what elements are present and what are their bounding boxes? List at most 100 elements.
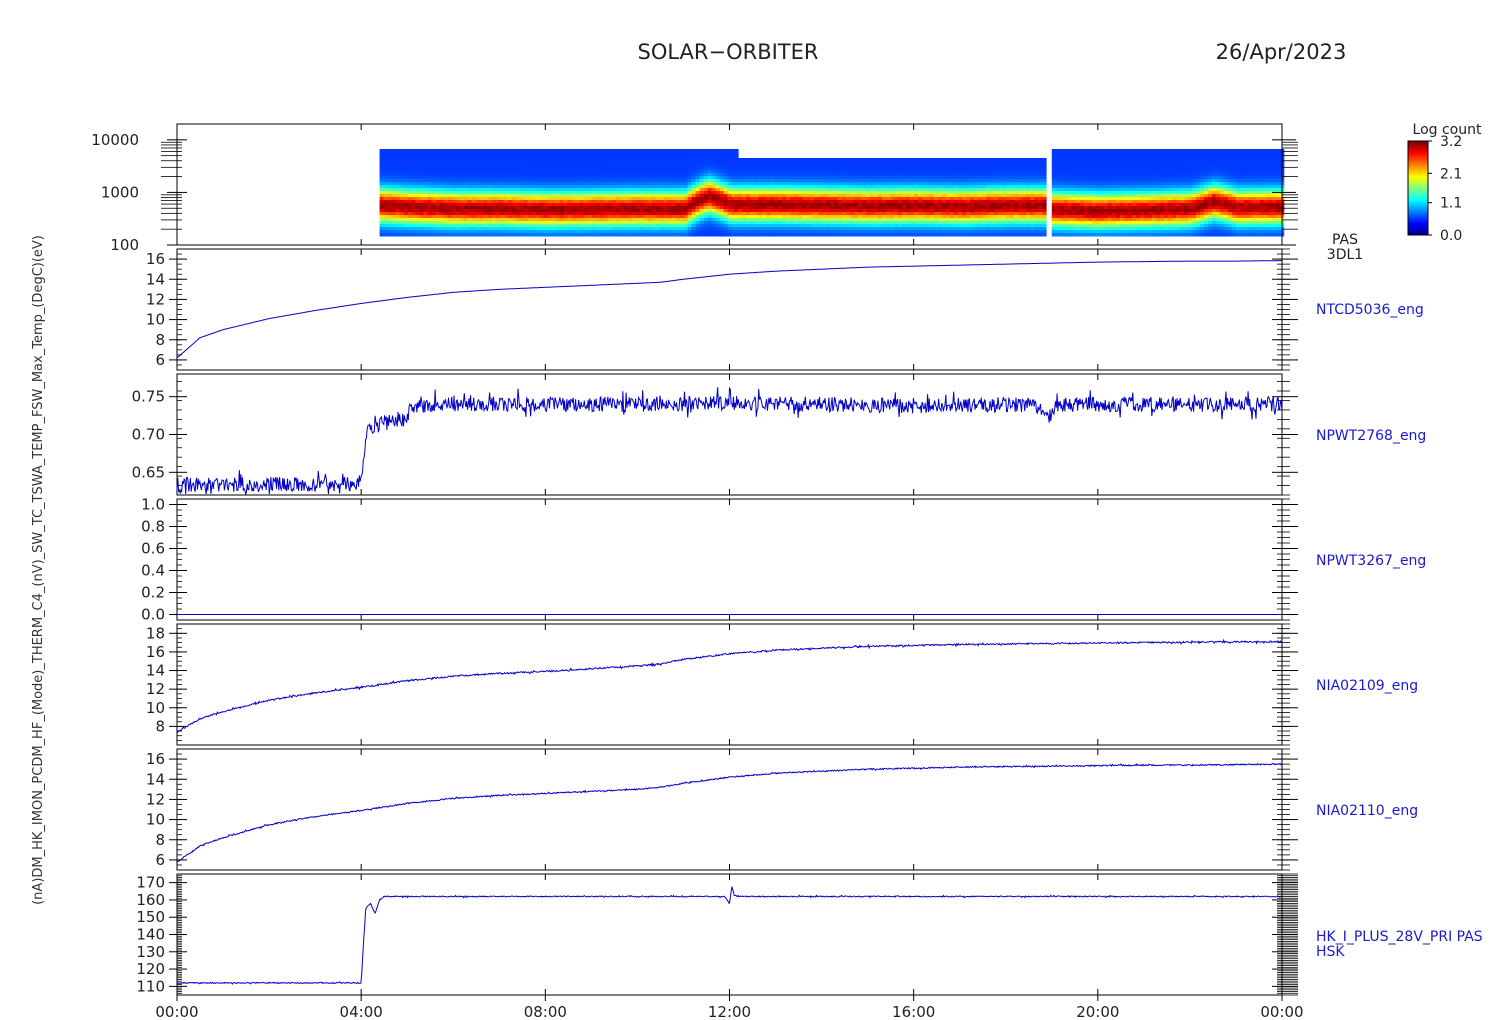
spectrogram-cell (770, 206, 775, 210)
spectrogram-cell (906, 215, 911, 219)
spectrogram-cell (587, 158, 593, 162)
spectrogram-cell (870, 188, 875, 192)
spectrogram-cell (802, 185, 807, 189)
spectrogram-cell (790, 194, 795, 198)
spectrogram-cell (563, 158, 569, 162)
spectrogram-cell (611, 155, 617, 159)
spectrogram-cell (711, 212, 717, 216)
spectrogram-cell (870, 182, 875, 186)
spectrogram-cell (507, 218, 513, 222)
spectrogram-cell (1014, 197, 1019, 201)
spectrogram-cell (970, 212, 975, 216)
spectrogram-cell (1095, 149, 1101, 153)
spectrogram-cell (619, 200, 625, 204)
spectrogram-cell (707, 212, 713, 216)
spectrogram-cell (723, 206, 729, 210)
spectrogram-cell (487, 200, 493, 204)
spectrogram-cell (683, 182, 689, 186)
spectrogram-cell (906, 191, 911, 195)
spectrogram-cell (467, 209, 473, 213)
spectrogram-cell (750, 200, 755, 204)
spectrogram-cell (1079, 230, 1085, 234)
spectrogram-cell (926, 233, 931, 237)
spectrogram-cell (583, 194, 589, 198)
spectrogram-cell (435, 161, 441, 165)
spectrogram-cell (1055, 227, 1061, 231)
spectrogram-cell (407, 188, 413, 192)
spectrogram-cell (507, 206, 513, 210)
spectrogram-cell (930, 215, 935, 219)
spectrogram-cell (419, 155, 425, 159)
spectrogram-cell (603, 215, 609, 219)
spectrogram-cell (990, 200, 995, 204)
spectrogram-cell (990, 173, 995, 177)
spectrogram-cell (503, 182, 509, 186)
spectrogram-cell (635, 164, 641, 168)
spectrogram-cell (770, 191, 775, 195)
spectrogram-cell (379, 185, 385, 189)
spectrogram-cell (778, 158, 783, 162)
spectrogram-cell (423, 164, 429, 168)
spectrogram-cell (866, 212, 871, 216)
spectrogram-cell (707, 218, 713, 222)
spectrogram-cell (575, 227, 581, 231)
spectrogram-cell (902, 227, 907, 231)
spectrogram-cell (451, 170, 457, 174)
spectrogram-cell (411, 149, 417, 153)
spectrogram-cell (455, 185, 461, 189)
spectrogram-cell (1022, 212, 1027, 216)
spectrogram-cell (463, 203, 469, 207)
spectrogram-cell (1087, 188, 1093, 192)
spectrogram-cell (826, 233, 831, 237)
spectrogram-cell (607, 185, 613, 189)
spectrogram-cell (1099, 191, 1105, 195)
spectrogram-cell (567, 155, 573, 159)
spectrogram-cell (627, 152, 633, 156)
spectrogram-cell (878, 227, 883, 231)
spectrogram-cell (527, 158, 533, 162)
spectrogram-cell (798, 203, 803, 207)
spectrogram-cell (1095, 215, 1101, 219)
spectrogram-cell (842, 200, 847, 204)
spectrogram-cell (579, 179, 585, 183)
spectrogram-cell (1059, 173, 1065, 177)
spectrogram-cell (503, 197, 509, 201)
spectrogram-cell (599, 158, 605, 162)
spectrogram-cell (515, 200, 521, 204)
spectrogram-cell (822, 176, 827, 180)
spectrogram-cell (886, 170, 891, 174)
spectrogram-cell (1042, 185, 1047, 189)
spectrogram-cell (958, 179, 963, 183)
spectrogram-cell (511, 203, 517, 207)
spectrogram-cell (667, 221, 673, 225)
spectrogram-cell (1014, 164, 1019, 168)
spectrogram-cell (491, 164, 497, 168)
spectrogram-cell (1087, 224, 1093, 228)
spectrogram-cell (922, 182, 927, 186)
spectrogram-cell (990, 170, 995, 174)
spectrogram-cell (419, 152, 425, 156)
spectrogram-cell (978, 224, 983, 228)
spectrogram-cell (419, 188, 425, 192)
spectrogram-cell (766, 209, 771, 213)
spectrogram-cell (599, 176, 605, 180)
spectrogram-cell (790, 224, 795, 228)
spectrogram-cell (982, 203, 987, 207)
spectrogram-cell (950, 194, 955, 198)
spectrogram-cell (934, 194, 939, 198)
spectrogram-cell (495, 197, 501, 201)
spectrogram-cell (703, 149, 709, 153)
spectrogram-cell (1083, 233, 1089, 237)
spectrogram-cell (886, 203, 891, 207)
spectrogram-cell (1059, 212, 1065, 216)
spectrogram-cell (1083, 227, 1089, 231)
spectrogram-cell (459, 188, 465, 192)
spectrogram-cell (794, 215, 799, 219)
spectrogram-cell (455, 200, 461, 204)
spectrogram-cell (798, 179, 803, 183)
spectrogram-cell (802, 233, 807, 237)
spectrogram-cell (926, 203, 931, 207)
spectrogram-cell (551, 167, 557, 171)
spectrogram-cell (750, 182, 755, 186)
spectrogram-cell (599, 191, 605, 195)
